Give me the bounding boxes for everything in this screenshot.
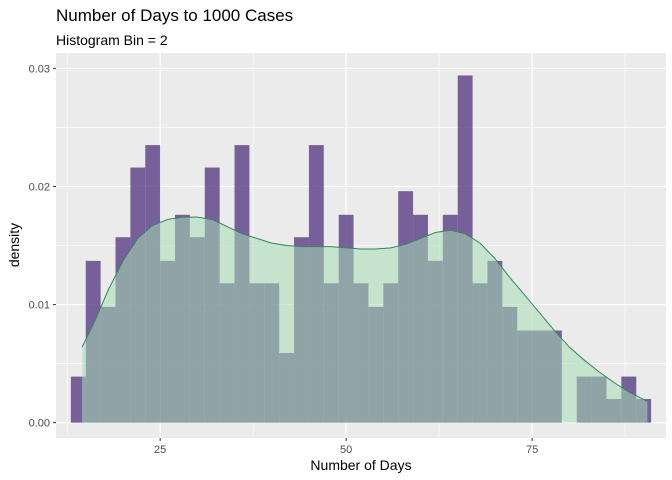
y-tick-label: 0.02 — [29, 181, 50, 193]
y-tick-label: 0.00 — [29, 418, 50, 430]
x-tick-label: 75 — [526, 444, 538, 456]
x-tick-label: 25 — [154, 444, 166, 456]
density-line — [81, 216, 648, 402]
x-axis: 25 50 75 — [154, 438, 538, 456]
chart-title: Number of Days to 1000 Cases — [56, 6, 294, 25]
x-axis-title: Number of Days — [310, 457, 411, 473]
histogram-bar — [70, 376, 86, 423]
density-layer — [81, 216, 648, 423]
x-tick-label: 50 — [340, 444, 352, 456]
y-tick-label: 0.03 — [29, 63, 50, 75]
y-axis-title: density — [6, 223, 22, 267]
density-area — [82, 217, 648, 423]
y-tick-label: 0.01 — [29, 300, 50, 312]
y-axis: 0.00 0.01 0.02 0.03 — [29, 63, 56, 430]
chart-subtitle: Histogram Bin = 2 — [56, 32, 168, 48]
